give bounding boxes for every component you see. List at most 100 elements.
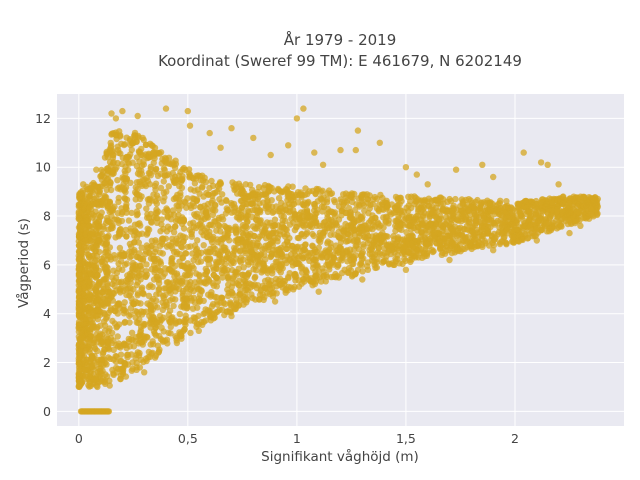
data-point: [112, 234, 119, 241]
data-point: [383, 197, 390, 204]
data-point: [87, 328, 94, 335]
data-point: [93, 297, 100, 305]
data-point: [147, 320, 154, 327]
data-point: [405, 214, 413, 222]
data-point: [206, 184, 213, 192]
data-point: [84, 199, 92, 207]
data-point: [261, 191, 268, 198]
data-point: [123, 260, 130, 267]
data-point: [570, 197, 577, 205]
data-point: [161, 302, 168, 309]
data-point: [119, 107, 126, 115]
data-point: [76, 289, 83, 296]
data-point: [161, 166, 168, 174]
data-point: [207, 291, 215, 299]
data-point: [433, 204, 440, 211]
data-point: [239, 230, 246, 237]
data-point: [268, 203, 276, 210]
y-tick-label: 4: [43, 306, 51, 321]
data-point: [214, 239, 221, 246]
data-point: [235, 282, 243, 289]
data-point: [147, 210, 154, 218]
data-point: [309, 255, 316, 262]
data-point: [184, 107, 191, 115]
y-tick-label: 10: [35, 160, 51, 175]
data-point: [95, 212, 102, 219]
data-point: [418, 236, 426, 243]
data-point: [400, 208, 408, 216]
data-point: [99, 356, 106, 363]
data-point: [76, 341, 83, 348]
data-point: [588, 210, 595, 218]
data-point: [193, 270, 200, 277]
data-point: [210, 266, 218, 273]
data-point: [228, 312, 235, 320]
data-point: [157, 242, 164, 249]
data-point: [313, 262, 320, 269]
data-point: [94, 271, 101, 279]
data-point: [138, 244, 145, 251]
data-point: [88, 210, 96, 217]
data-point: [312, 268, 319, 275]
data-point: [251, 206, 259, 213]
data-point: [462, 213, 469, 220]
x-tick-label: 1: [293, 431, 301, 446]
data-point: [143, 248, 150, 255]
data-point: [250, 232, 258, 240]
data-point: [136, 332, 143, 340]
data-point: [553, 206, 561, 213]
data-point: [108, 142, 115, 149]
data-point: [80, 181, 87, 188]
data-point: [147, 243, 155, 250]
data-point: [212, 245, 219, 253]
data-point: [465, 207, 472, 215]
data-point: [104, 176, 111, 183]
data-point: [121, 299, 128, 306]
data-point: [361, 207, 368, 214]
data-point: [230, 292, 237, 299]
data-point: [173, 284, 180, 291]
data-point: [161, 270, 168, 277]
data-point: [204, 307, 212, 314]
data-point: [332, 213, 339, 220]
data-point: [348, 193, 355, 201]
data-point: [81, 292, 88, 299]
data-point: [250, 134, 257, 142]
data-point: [303, 273, 310, 281]
data-point: [196, 190, 203, 197]
data-point: [107, 186, 115, 194]
data-point: [558, 223, 565, 230]
data-point: [249, 294, 256, 302]
data-point: [191, 242, 199, 249]
data-point: [228, 200, 235, 207]
data-point: [349, 260, 356, 268]
data-point: [427, 206, 434, 213]
data-point: [116, 226, 124, 233]
data-point: [382, 218, 390, 226]
data-point: [108, 110, 115, 117]
data-point: [248, 213, 256, 221]
data-point: [337, 146, 344, 154]
data-point: [188, 284, 195, 291]
data-point: [449, 210, 456, 218]
data-point: [470, 202, 477, 209]
data-point: [372, 232, 380, 239]
data-point: [151, 354, 159, 361]
data-point: [588, 205, 595, 212]
data-point: [87, 195, 94, 202]
data-point: [134, 270, 141, 277]
data-point: [177, 330, 184, 337]
data-point: [169, 207, 177, 214]
data-point: [101, 322, 109, 329]
data-point: [269, 242, 276, 249]
data-point: [479, 161, 486, 168]
data-point: [120, 306, 127, 314]
data-point: [123, 154, 130, 161]
y-tick-label: 0: [43, 404, 51, 419]
data-point: [475, 238, 482, 246]
y-tick-label: 8: [43, 209, 51, 224]
data-point: [233, 296, 240, 303]
data-point: [126, 254, 133, 261]
y-tick-label: 2: [43, 355, 51, 370]
data-point: [204, 214, 212, 221]
